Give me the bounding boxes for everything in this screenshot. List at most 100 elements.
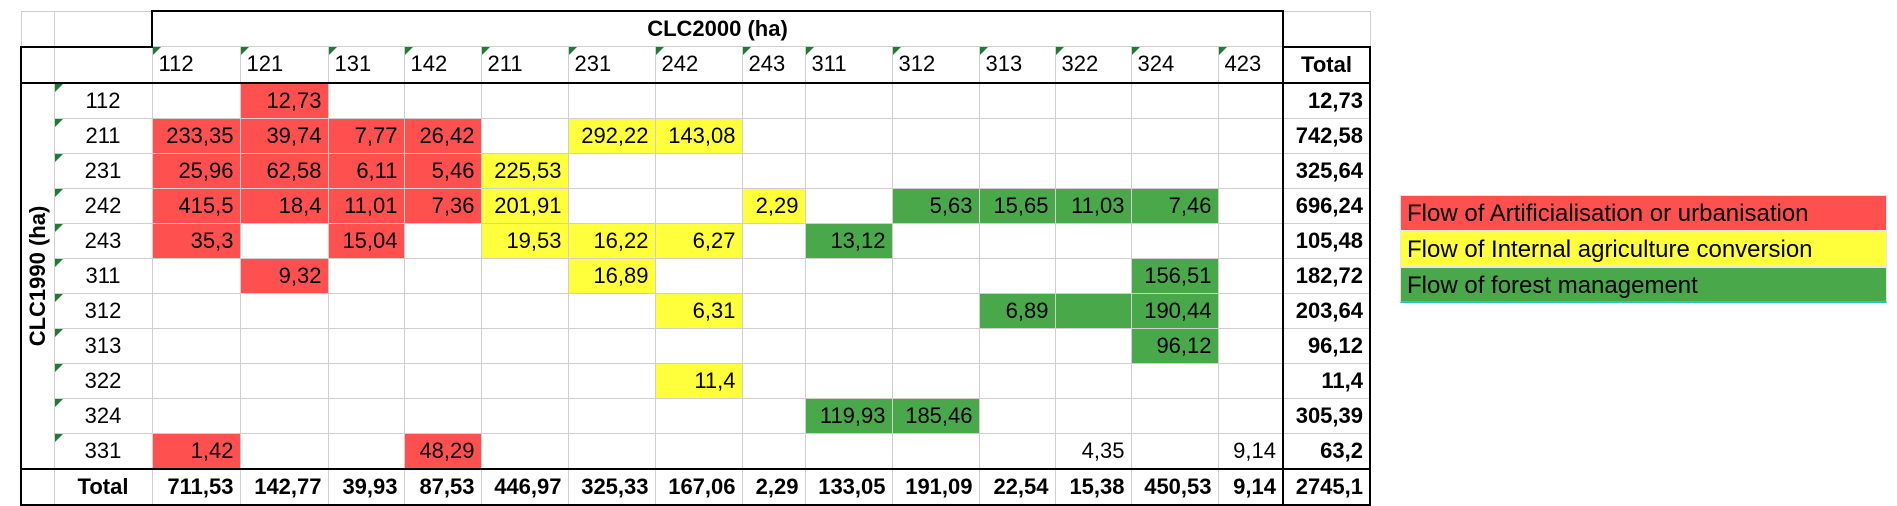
data-cell [327,432,405,470]
column-header-row: 112 121 131 142 211 231 242 243 311 312 313 322 324 4… [20,45,1371,84]
data-cell [1054,292,1132,329]
data-cell [654,187,743,224]
legend-item-forest-management: Flow of forest management [1400,267,1887,303]
row-total: 325,64 [1282,152,1371,189]
column-header-231: 231 [567,46,656,84]
data-cell [1217,187,1284,224]
data-cell: 6,89 [978,292,1056,329]
data-cell [403,327,482,364]
data-cell [327,82,405,119]
data-cell [403,222,482,259]
column-total: 39,93 [327,468,405,506]
corner-cell [1282,10,1371,47]
column-total: 446,97 [480,468,569,506]
data-cell [891,327,980,364]
data-cell: 190,44 [1130,292,1219,329]
data-cell [403,362,482,399]
data-cell [654,152,743,189]
column-total: 87,53 [403,468,482,506]
column-total: 15,38 [1054,468,1132,506]
data-cell [804,432,893,470]
data-cell [741,397,806,434]
data-cell [654,327,743,364]
data-cell [567,82,656,119]
data-cell [741,82,806,119]
data-cell: 48,29 [403,432,482,470]
data-cell [741,117,806,154]
data-cell [327,257,405,294]
data-cell [978,222,1056,259]
row-total: 105,48 [1282,222,1371,259]
data-cell [403,257,482,294]
data-cell: 5,63 [891,187,980,224]
column-total: 325,33 [567,468,656,506]
column-header-322: 322 [1054,46,1132,84]
grand-total: 2745,1 [1282,468,1371,506]
data-cell [1130,117,1219,154]
column-total: 191,09 [891,468,980,506]
table-row: 331 1,42 48,29 4,35 9,14 63,2 [21,432,1371,470]
corner-cell [53,10,153,47]
data-cell [327,327,405,364]
data-cell [151,292,241,329]
data-cell: 18,4 [239,187,329,224]
column-header-423: 423 [1217,46,1284,84]
data-cell [978,82,1056,119]
column-header-211: 211 [480,46,569,84]
data-cell: 6,31 [654,292,743,329]
data-cell: 11,4 [654,362,743,399]
data-cell [1054,117,1132,154]
data-cell: 156,51 [1130,257,1219,294]
column-total: 167,06 [654,468,743,506]
column-total: 133,05 [804,468,893,506]
row-header-312: 312 [53,292,153,329]
data-cell [1130,432,1219,470]
data-cell [1054,82,1132,119]
data-cell: 1,42 [151,432,241,470]
data-cell [804,292,893,329]
data-cell [1130,397,1219,434]
data-cell [151,397,241,434]
data-cell [741,327,806,364]
column-total: 711,53 [151,468,241,506]
data-cell [480,432,569,470]
table-row: 324 119,93 185,46 305,39 [21,397,1371,434]
data-cell [1054,397,1132,434]
data-cell [567,432,656,470]
table-row: 211 233,35 39,74 7,77 26,42 292,22 143,08 742,5… [21,117,1371,154]
data-cell [1130,222,1219,259]
data-cell [567,362,656,399]
data-cell [1217,82,1284,119]
transition-matrix-table: CLC2000 (ha) 112 121 131 142 211 231 242 243 311… [20,10,1371,506]
row-total: 63,2 [1282,432,1371,470]
data-cell [327,397,405,434]
data-cell [804,187,893,224]
data-cell [480,327,569,364]
data-cell [480,362,569,399]
data-cell [239,327,329,364]
data-cell: 7,36 [403,187,482,224]
data-cell [1054,257,1132,294]
data-cell [327,362,405,399]
corner-cell [20,10,55,47]
total-column-header: Total [1282,45,1371,84]
data-cell: 16,22 [567,222,656,259]
data-cell [1217,117,1284,154]
row-total: 12,73 [1282,82,1371,119]
data-cell: 35,3 [151,222,241,259]
data-cell [1130,152,1219,189]
row-header-231: 231 [53,152,153,189]
column-header-324: 324 [1130,46,1219,84]
data-cell [480,257,569,294]
data-cell [891,432,980,470]
data-cell [741,222,806,259]
table-row: 231 25,96 62,58 6,11 5,46 225,53 325,64 [21,152,1371,189]
data-cell [567,397,656,434]
data-cell: 233,35 [151,117,241,154]
row-axis-title: CLC1990 (ha) [24,205,50,346]
data-cell [978,432,1056,470]
data-cell [327,292,405,329]
data-cell: 39,74 [239,117,329,154]
data-cell [804,82,893,119]
data-cell: 6,11 [327,152,405,189]
